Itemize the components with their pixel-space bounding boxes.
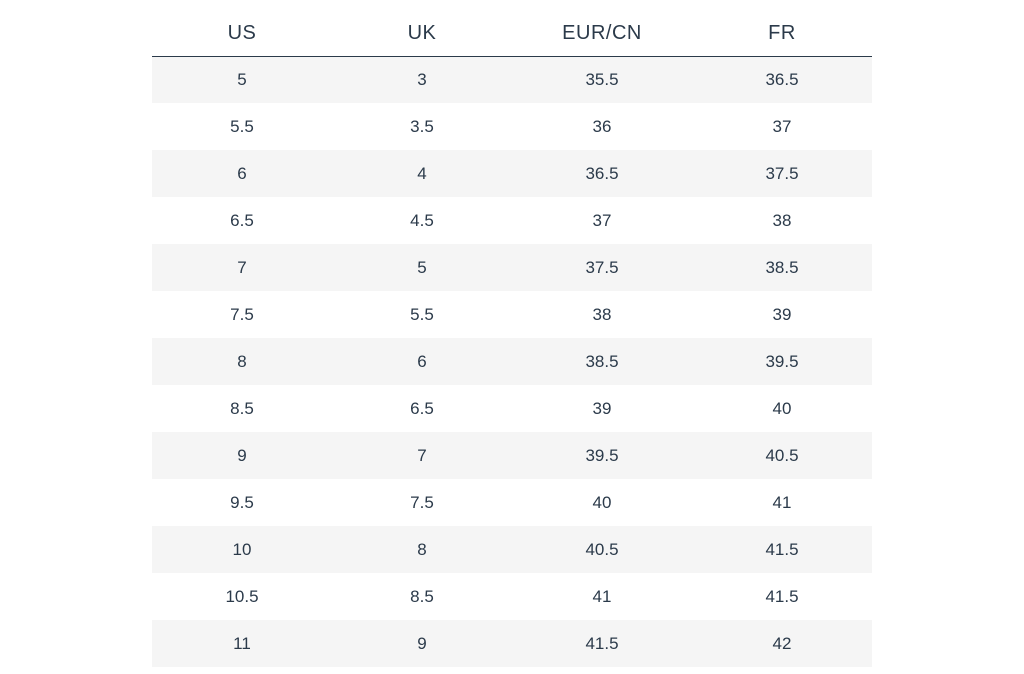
table-cell: 9 xyxy=(152,432,332,479)
table-cell: 10.5 xyxy=(152,573,332,620)
table-row: 11941.542 xyxy=(152,620,872,667)
table-cell: 8 xyxy=(332,526,512,573)
table-cell: 5 xyxy=(332,244,512,291)
table-cell: 7 xyxy=(332,432,512,479)
table-cell: 9 xyxy=(332,620,512,667)
table-cell: 7.5 xyxy=(332,479,512,526)
table-cell: 39.5 xyxy=(512,432,692,479)
table-cell: 7 xyxy=(152,244,332,291)
table-cell: 38 xyxy=(692,197,872,244)
table-row: 7.55.53839 xyxy=(152,291,872,338)
table-cell: 38.5 xyxy=(692,244,872,291)
table-row: 5335.536.5 xyxy=(152,56,872,103)
table-cell: 41 xyxy=(512,573,692,620)
table-row: 8638.539.5 xyxy=(152,338,872,385)
table-cell: 41.5 xyxy=(692,573,872,620)
table-cell: 41.5 xyxy=(512,620,692,667)
table-cell: 38 xyxy=(512,291,692,338)
table-cell: 7.5 xyxy=(152,291,332,338)
table-cell: 3 xyxy=(332,56,512,103)
table-cell: 40 xyxy=(512,479,692,526)
table-cell: 36.5 xyxy=(512,150,692,197)
table-cell: 36 xyxy=(512,103,692,150)
table-cell: 5 xyxy=(152,56,332,103)
table-cell: 41.5 xyxy=(692,526,872,573)
table-row: 8.56.53940 xyxy=(152,385,872,432)
table-cell: 38.5 xyxy=(512,338,692,385)
table-cell: 6.5 xyxy=(332,385,512,432)
table-col-header: FR xyxy=(692,12,872,56)
table-col-header: US xyxy=(152,12,332,56)
table-cell: 11 xyxy=(152,620,332,667)
table-cell: 6 xyxy=(152,150,332,197)
table-cell: 8 xyxy=(152,338,332,385)
table-row: 6436.537.5 xyxy=(152,150,872,197)
table-cell: 42 xyxy=(692,620,872,667)
table-cell: 35.5 xyxy=(512,56,692,103)
table-cell: 10 xyxy=(152,526,332,573)
table-cell: 5.5 xyxy=(152,103,332,150)
table-row: 10.58.54141.5 xyxy=(152,573,872,620)
table-row: 9.57.54041 xyxy=(152,479,872,526)
table-row: 5.53.53637 xyxy=(152,103,872,150)
table-cell: 8.5 xyxy=(332,573,512,620)
table-row: 9739.540.5 xyxy=(152,432,872,479)
table-cell: 40 xyxy=(692,385,872,432)
table-cell: 9.5 xyxy=(152,479,332,526)
table-col-header: UK xyxy=(332,12,512,56)
table-cell: 40.5 xyxy=(692,432,872,479)
table-cell: 4.5 xyxy=(332,197,512,244)
table-cell: 37.5 xyxy=(692,150,872,197)
table-row: 6.54.53738 xyxy=(152,197,872,244)
table-header-row: USUKEUR/CNFR xyxy=(152,12,872,56)
table-cell: 4 xyxy=(332,150,512,197)
table-row: 10840.541.5 xyxy=(152,526,872,573)
table-cell: 6.5 xyxy=(152,197,332,244)
table-row: 7537.538.5 xyxy=(152,244,872,291)
table-cell: 5.5 xyxy=(332,291,512,338)
table-cell: 6 xyxy=(332,338,512,385)
table-cell: 8.5 xyxy=(152,385,332,432)
table-cell: 37 xyxy=(692,103,872,150)
size-conversion-table: USUKEUR/CNFR 5335.536.55.53.536376436.53… xyxy=(152,12,872,667)
table-cell: 36.5 xyxy=(692,56,872,103)
table-cell: 40.5 xyxy=(512,526,692,573)
table-col-header: EUR/CN xyxy=(512,12,692,56)
table-cell: 3.5 xyxy=(332,103,512,150)
size-conversion-table-container: USUKEUR/CNFR 5335.536.55.53.536376436.53… xyxy=(152,12,872,674)
table-cell: 39 xyxy=(692,291,872,338)
table-cell: 39 xyxy=(512,385,692,432)
table-cell: 37 xyxy=(512,197,692,244)
table-cell: 39.5 xyxy=(692,338,872,385)
table-cell: 37.5 xyxy=(512,244,692,291)
table-cell: 41 xyxy=(692,479,872,526)
